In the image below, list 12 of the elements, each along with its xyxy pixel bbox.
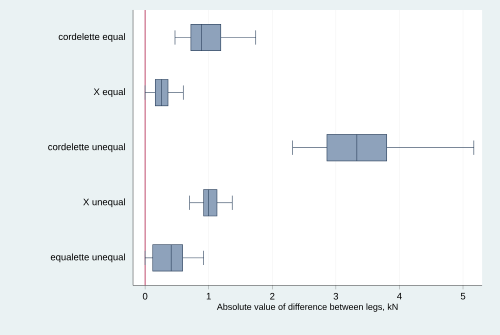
y-tick-label: cordelette equal — [58, 33, 125, 42]
x-tick-label: 4 — [397, 292, 402, 300]
x-tick-label: 1 — [206, 292, 211, 300]
x-tick-label: 0 — [142, 292, 148, 300]
y-tick-label: X unequal — [83, 198, 125, 208]
x-axis-title: Absolute value of difference between legs, kN — [216, 303, 398, 312]
x-tick-label: 2 — [270, 292, 274, 300]
x-tick-label: 3 — [334, 292, 338, 300]
y-tick-label: equalette unequal — [50, 253, 125, 262]
y-tick-label: cordelette unequal — [48, 143, 125, 152]
x-tick-label: 5 — [460, 292, 466, 300]
y-tick-label: X equal — [94, 88, 125, 97]
